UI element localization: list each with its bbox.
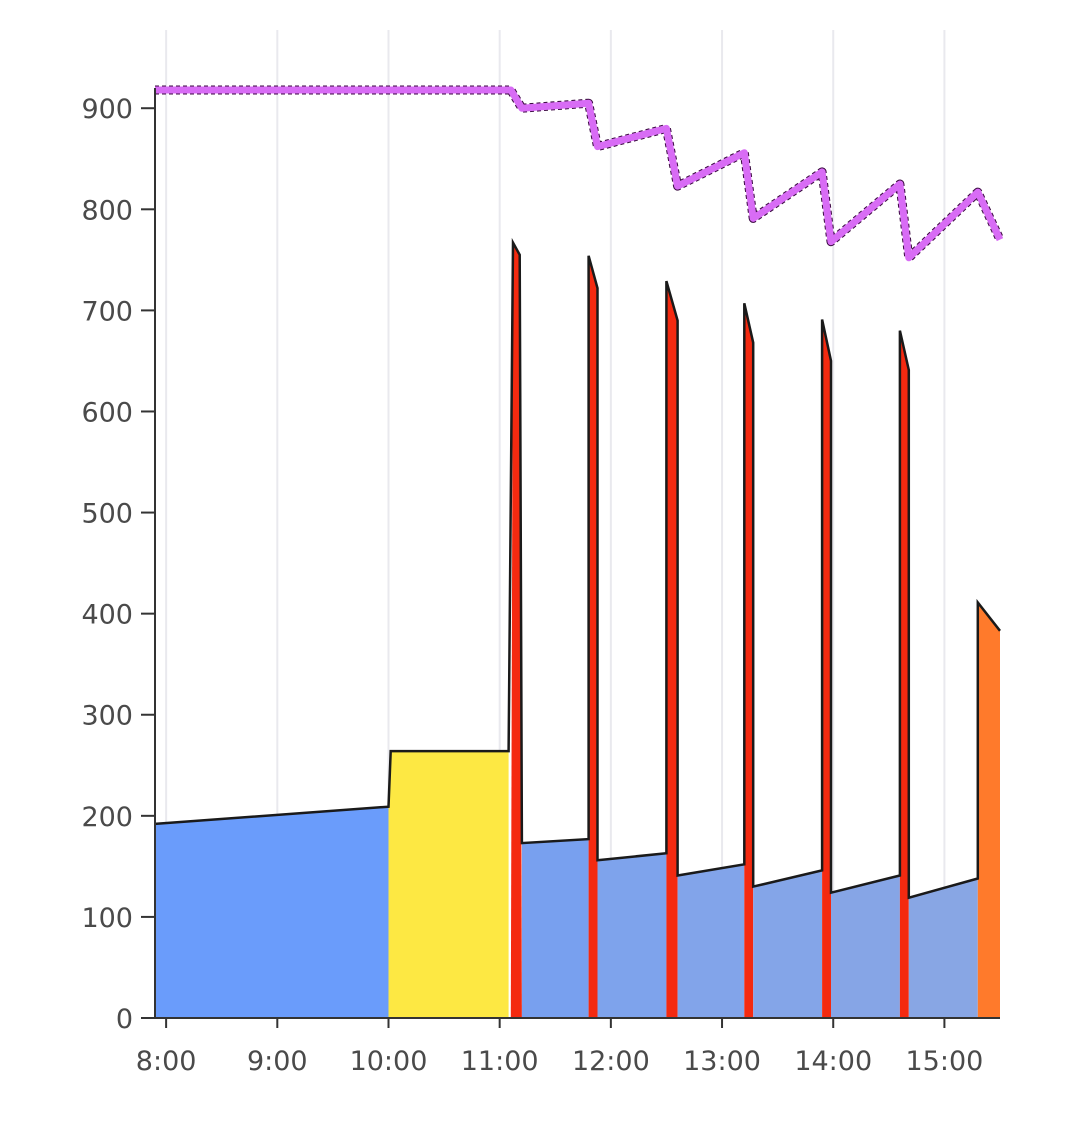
x-tick-label-1: 9:00	[247, 1046, 308, 1077]
x-tick-label-2: 10:00	[350, 1046, 428, 1077]
area-segment-14	[977, 602, 1000, 1018]
area-segment-12	[899, 330, 909, 1019]
area-segment-2	[510, 242, 522, 1018]
y-tick-label-3: 300	[81, 701, 133, 732]
x-tick-label-4: 12:00	[572, 1046, 650, 1077]
area-segment-8	[744, 303, 754, 1018]
x-tick-label-3: 11:00	[461, 1046, 539, 1077]
y-tick-label-6: 600	[81, 397, 133, 428]
y-tick-label-7: 700	[81, 296, 133, 327]
area-segment-10	[822, 319, 831, 1018]
area-outline	[154, 237, 1001, 900]
area-segment-13	[908, 878, 978, 1018]
area-segment-3	[521, 839, 589, 1018]
x-tick-label-6: 14:00	[794, 1046, 872, 1077]
x-tick-label-7: 15:00	[906, 1046, 984, 1077]
x-axis-ticks: 8:00 9:00 10:00 11:00 12:00 13:00 14:00 15:00	[136, 1018, 984, 1077]
y-tick-label-9: 900	[81, 94, 133, 125]
area-segment-1	[388, 751, 509, 1018]
top-line-shadow	[155, 85, 1005, 263]
top-series-line-path	[155, 86, 1004, 262]
top-series-line	[155, 85, 1005, 263]
area-segment-7	[677, 864, 745, 1018]
grid-lines	[165, 30, 946, 1018]
area-segments	[155, 242, 1000, 1019]
axes	[154, 88, 1000, 1019]
area-outline-line	[154, 237, 1001, 900]
x-tick-label-5: 13:00	[683, 1046, 761, 1077]
y-tick-label-0: 0	[116, 1004, 133, 1035]
y-tick-label-5: 500	[81, 499, 133, 530]
y-tick-label-2: 200	[81, 802, 133, 833]
y-tick-label-8: 800	[81, 195, 133, 226]
area-segment-5	[597, 853, 667, 1018]
y-tick-label-4: 400	[81, 600, 133, 631]
area-segment-4	[588, 255, 598, 1019]
y-tick-label-1: 100	[81, 903, 133, 934]
area-segment-9	[753, 870, 823, 1018]
y-axis-ticks: 0 100 200 300 400 500 600 700 800 900	[81, 94, 155, 1035]
area-segment-6	[666, 281, 678, 1019]
area-segment-11	[831, 875, 900, 1018]
area-segment-0	[155, 806, 389, 1018]
x-tick-label-0: 8:00	[136, 1046, 197, 1077]
